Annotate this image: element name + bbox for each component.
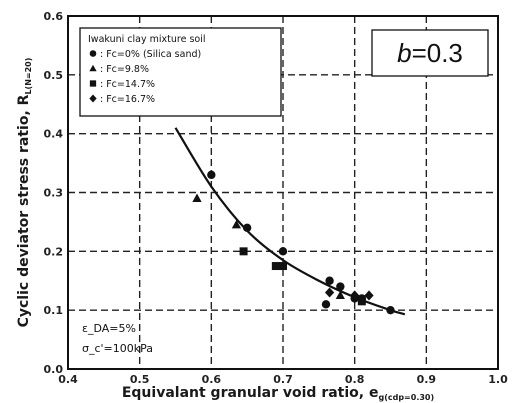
data-point-diamond: [364, 290, 374, 301]
legend-marker-circle: [89, 50, 97, 57]
x-tick-label: 0.6: [202, 373, 222, 386]
legend-label: : Fc=16.7%: [100, 94, 155, 105]
data-point-square: [279, 262, 287, 271]
y-tick-label: 0.5: [44, 69, 64, 82]
fit-curve: [174, 127, 406, 316]
data-point-circle: [207, 170, 216, 180]
data-point-triangle: [335, 290, 345, 300]
x-axis-title: Equivalant granular void ratio, eg(cdp=0…: [122, 385, 434, 402]
grid: [68, 16, 498, 369]
y-tick-label: 0.0: [44, 363, 64, 376]
data-point-diamond: [324, 287, 335, 298]
y-tick-label: 0.6: [44, 10, 64, 23]
y-tick-label: 0.1: [44, 304, 64, 317]
annotation-text: b=0.3: [397, 38, 463, 68]
data-point-triangle: [231, 220, 242, 229]
annotation-variable: b: [397, 38, 411, 68]
x-tick-label: 0.4: [58, 373, 78, 386]
y-axis-title: Cyclic deviator stress ratio, RL(N=20): [16, 58, 33, 328]
legend-label: : Fc=14.7%: [100, 79, 155, 90]
data-point-triangle: [192, 193, 202, 202]
x-axis-title-subscript: g(cdp=0.30): [378, 393, 434, 402]
x-tick-label: 0.8: [345, 373, 365, 386]
plot-frame: [67, 15, 499, 370]
y-tick-label: 0.2: [44, 245, 64, 258]
legend-items: : Fc=0% (Silica sand) : Fc=9.8% : Fc=14.7%…: [89, 49, 201, 105]
annotation-value: =0.3: [412, 38, 463, 68]
x-tick-label: 1.0: [488, 373, 508, 386]
data-point-circle: [321, 300, 331, 309]
data-point-square: [357, 297, 366, 306]
data-point-circle: [325, 276, 334, 285]
data-point-diamond: [350, 290, 360, 301]
condition-confining-stress: σ_c'=100kPa: [82, 342, 153, 355]
legend-marker-triangle: [89, 64, 97, 72]
data-point-square: [239, 247, 248, 256]
annotation-box: [371, 29, 489, 77]
fit-curve-layer: [174, 127, 406, 316]
annotation-b: b=0.3: [371, 29, 489, 77]
data-point-circle: [386, 305, 395, 315]
legend: Iwakuni clay mixture soil : Fc=0% (Silic…: [79, 27, 282, 117]
legend-label: : Fc=0% (Silica sand): [100, 49, 201, 60]
legend-title: Iwakuni clay mixture soil: [88, 34, 206, 45]
data-point-circle: [242, 223, 252, 232]
data-points: [192, 170, 395, 315]
x-tick-label: 0.7: [273, 373, 293, 386]
legend-box: [79, 27, 282, 117]
y-tick-label: 0.4: [44, 128, 64, 141]
condition-strain: ε_DA=5%: [82, 322, 136, 335]
data-point-circle: [336, 282, 345, 291]
test-conditions: ε_DA=5% σ_c'=100kPa: [82, 322, 153, 355]
tick-labels: 0.4 0.5 0.6 0.7 0.8 0.9 1.0 0.0 0.1 0.2 0.3 0.4 0.5 0…: [44, 10, 509, 386]
data-point-square: [271, 262, 280, 271]
legend-marker-diamond: [89, 94, 97, 103]
y-tick-label: 0.3: [44, 187, 64, 200]
data-point-circle: [278, 247, 288, 256]
y-axis-title-subscript: L(N=20): [24, 58, 33, 95]
x-tick-label: 0.5: [130, 373, 150, 386]
legend-label: : Fc=9.8%: [100, 64, 149, 75]
legend-marker-square: [89, 80, 97, 87]
x-tick-label: 0.9: [417, 373, 437, 386]
